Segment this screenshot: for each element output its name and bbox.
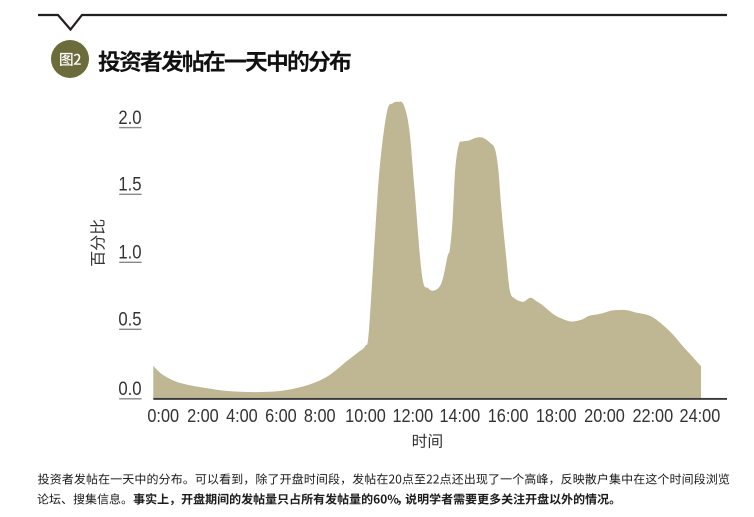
svg-text:4:00: 4:00 [226, 405, 258, 426]
svg-text:24:00: 24:00 [680, 405, 721, 426]
svg-text:0:00: 0:00 [147, 405, 179, 426]
svg-text:20:00: 20:00 [584, 405, 625, 426]
svg-text:1.5: 1.5 [118, 174, 141, 195]
svg-text:8:00: 8:00 [304, 405, 336, 426]
svg-text:6:00: 6:00 [265, 405, 297, 426]
svg-text:18:00: 18:00 [536, 405, 577, 426]
svg-text:12:00: 12:00 [392, 405, 433, 426]
svg-text:22:00: 22:00 [632, 405, 673, 426]
svg-text:0.5: 0.5 [118, 309, 141, 330]
svg-text:14:00: 14:00 [439, 405, 480, 426]
svg-text:0.0: 0.0 [118, 378, 141, 399]
svg-text:2:00: 2:00 [187, 405, 219, 426]
svg-text:1.0: 1.0 [118, 242, 141, 263]
svg-text:16:00: 16:00 [488, 405, 529, 426]
svg-text:2.0: 2.0 [118, 107, 141, 128]
svg-text:10:00: 10:00 [345, 405, 386, 426]
